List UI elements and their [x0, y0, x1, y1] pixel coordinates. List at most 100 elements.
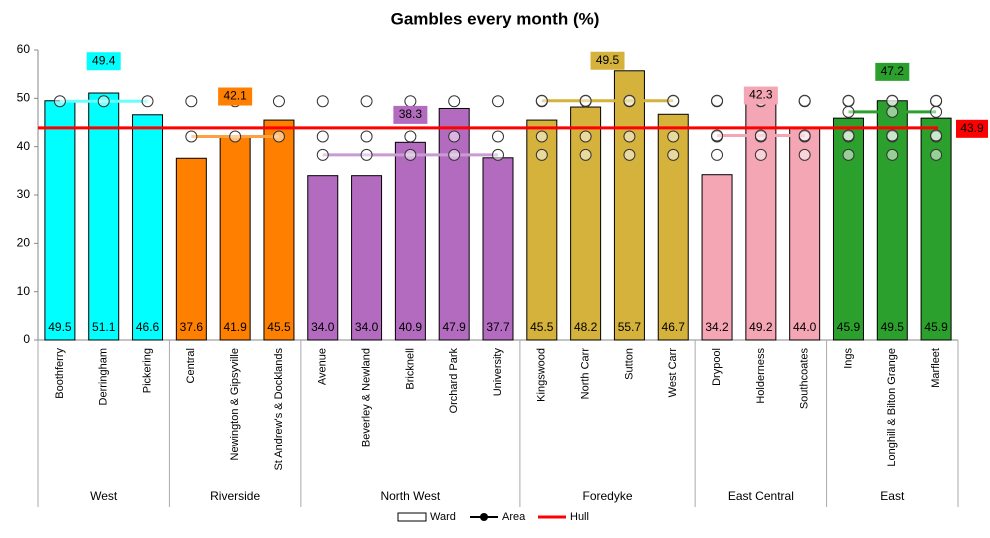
value-label: 46.6 — [136, 320, 160, 334]
x-tick-label: Beverley & Newland — [360, 348, 372, 447]
x-tick-label: Holderness — [755, 348, 767, 404]
area-marker — [535, 94, 548, 107]
area-marker — [360, 148, 373, 161]
bar — [570, 106, 602, 341]
area-marker — [930, 105, 943, 118]
bar — [613, 70, 645, 341]
hull-label: 43.9 — [960, 121, 984, 135]
area-marker — [842, 129, 855, 142]
value-label: 49.5 — [48, 320, 72, 334]
area-label-box — [393, 105, 428, 124]
group-label: Foredyke — [583, 489, 633, 503]
group-label: East — [880, 489, 905, 503]
area-marker — [623, 148, 636, 161]
bar — [482, 157, 514, 341]
bar — [307, 175, 339, 341]
bar — [789, 126, 821, 341]
area-marker — [798, 148, 811, 161]
x-tick-label: University — [492, 348, 504, 397]
area-label-box — [743, 86, 778, 105]
area-label: 42.1 — [223, 89, 247, 103]
area-marker — [886, 129, 899, 142]
area-marker — [667, 130, 680, 143]
x-tick-label: North Carr — [580, 348, 592, 400]
y-tick-label: 20 — [17, 236, 31, 250]
area-marker — [97, 95, 110, 108]
legend-swatch — [480, 513, 488, 521]
bar — [394, 141, 426, 341]
area-marker — [842, 148, 855, 161]
value-label: 34.2 — [705, 320, 729, 334]
value-label: 40.9 — [399, 320, 423, 334]
bar — [132, 114, 164, 341]
value-label: 45.9 — [837, 320, 861, 334]
group-label: East Central — [728, 489, 794, 503]
x-tick-label: Drypool — [711, 348, 723, 386]
area-label-box — [86, 52, 121, 71]
x-tick-label: Southcoates — [799, 348, 811, 410]
area-marker — [404, 130, 417, 143]
area-marker — [711, 148, 724, 161]
area-marker — [360, 95, 373, 108]
area-marker — [842, 94, 855, 107]
area-marker — [272, 130, 285, 143]
area-marker — [272, 95, 285, 108]
x-tick-label: Central — [185, 348, 197, 383]
bar — [88, 92, 120, 341]
area-marker — [492, 95, 504, 108]
area-marker — [623, 94, 636, 107]
bar — [219, 136, 251, 341]
y-tick-label: 30 — [17, 187, 31, 201]
group-label: North West — [380, 489, 440, 503]
x-tick-label: Ings — [842, 348, 854, 369]
legend-label: Area — [502, 511, 526, 523]
group-label: Riverside — [210, 489, 260, 503]
legend-label: Hull — [570, 511, 589, 523]
value-label: 34.0 — [355, 320, 379, 334]
area-label: 42.3 — [749, 88, 773, 102]
chart-title: Gambles every month (%) — [391, 9, 600, 28]
hull-label-box — [956, 119, 988, 138]
value-label: 55.7 — [618, 320, 642, 334]
area-marker — [711, 129, 724, 142]
area-marker — [448, 130, 461, 143]
legend-label: Ward — [430, 511, 456, 523]
value-label: 49.5 — [881, 320, 905, 334]
value-label: 41.9 — [223, 320, 247, 334]
area-marker — [842, 105, 855, 118]
value-label: 51.1 — [92, 320, 116, 334]
area-marker — [404, 148, 417, 161]
value-label: 45.9 — [924, 320, 948, 334]
x-tick-label: Avenue — [317, 348, 329, 385]
area-marker — [711, 94, 724, 107]
x-tick-label: West Carr — [667, 348, 679, 398]
value-label: 34.0 — [311, 320, 335, 334]
area-marker — [448, 95, 461, 108]
area-marker — [448, 148, 461, 161]
y-tick-label: 0 — [23, 332, 30, 346]
group-label: West — [90, 489, 118, 503]
y-tick-label: 40 — [17, 139, 31, 153]
area-marker — [754, 148, 767, 161]
area-marker — [930, 129, 943, 142]
x-tick-label: Longhill & Bilton Grange — [886, 348, 898, 467]
area-marker — [667, 148, 680, 161]
value-label: 46.7 — [662, 320, 686, 334]
area-marker — [667, 94, 680, 107]
value-label: 45.5 — [267, 320, 291, 334]
area-marker — [579, 94, 592, 107]
value-label: 44.0 — [793, 320, 817, 334]
x-tick-label: Newington & Gipsyville — [229, 348, 241, 461]
area-marker — [886, 105, 899, 118]
area-label-box — [875, 62, 910, 81]
bar — [44, 100, 76, 341]
bar — [175, 157, 207, 341]
area-label-box — [218, 87, 253, 106]
area-marker — [492, 148, 504, 161]
area-marker — [535, 148, 548, 161]
value-label: 48.2 — [574, 320, 598, 334]
x-tick-label: Kingswood — [536, 348, 548, 402]
area-marker — [579, 130, 592, 143]
area-marker — [229, 130, 242, 143]
